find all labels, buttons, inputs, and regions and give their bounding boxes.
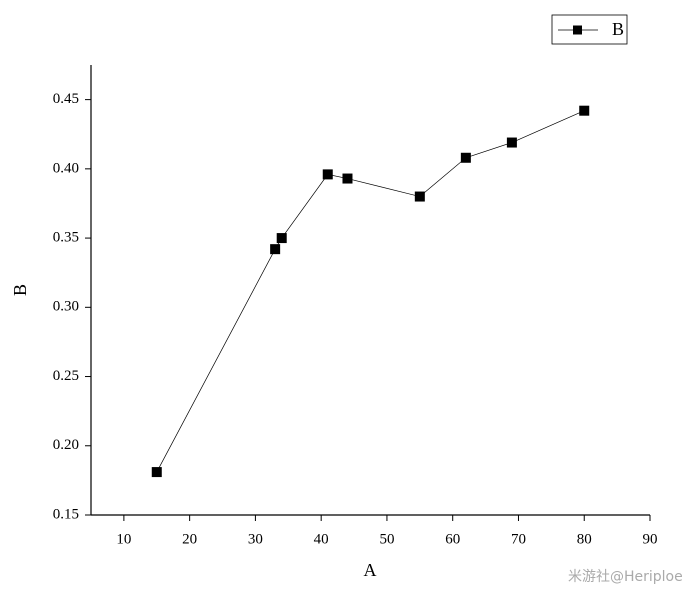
data-marker xyxy=(506,137,517,148)
data-marker xyxy=(276,233,287,244)
y-tick-label: 0.40 xyxy=(53,160,79,176)
y-tick-label: 0.30 xyxy=(53,299,79,315)
legend-label: B xyxy=(612,19,624,39)
x-tick-label: 20 xyxy=(182,531,197,547)
x-tick-label: 80 xyxy=(577,531,592,547)
x-tick-label: 90 xyxy=(643,531,658,547)
x-tick-label: 70 xyxy=(511,531,526,547)
data-marker xyxy=(151,467,162,478)
y-tick-label: 0.20 xyxy=(53,437,79,453)
legend-box xyxy=(551,14,628,45)
x-axis-title: A xyxy=(364,560,377,580)
y-tick-label: 0.35 xyxy=(53,230,79,246)
y-tick-label: 0.25 xyxy=(53,368,79,384)
x-tick-label: 30 xyxy=(248,531,263,547)
data-marker xyxy=(270,244,281,255)
y-axis-title: B xyxy=(10,284,30,296)
watermark: 米游社@Heriploe xyxy=(568,569,683,585)
x-tick-label: 60 xyxy=(445,531,460,547)
x-tick-label: 10 xyxy=(116,531,131,547)
data-marker xyxy=(460,152,471,163)
legend-marker xyxy=(573,25,582,35)
x-tick-label: 40 xyxy=(314,531,329,547)
data-marker xyxy=(414,191,425,202)
data-marker xyxy=(579,105,590,116)
x-tick-label: 50 xyxy=(379,531,394,547)
y-tick-label: 0.15 xyxy=(53,506,79,522)
data-marker xyxy=(322,169,333,180)
data-marker xyxy=(342,173,353,184)
y-tick-label: 0.45 xyxy=(53,91,79,107)
